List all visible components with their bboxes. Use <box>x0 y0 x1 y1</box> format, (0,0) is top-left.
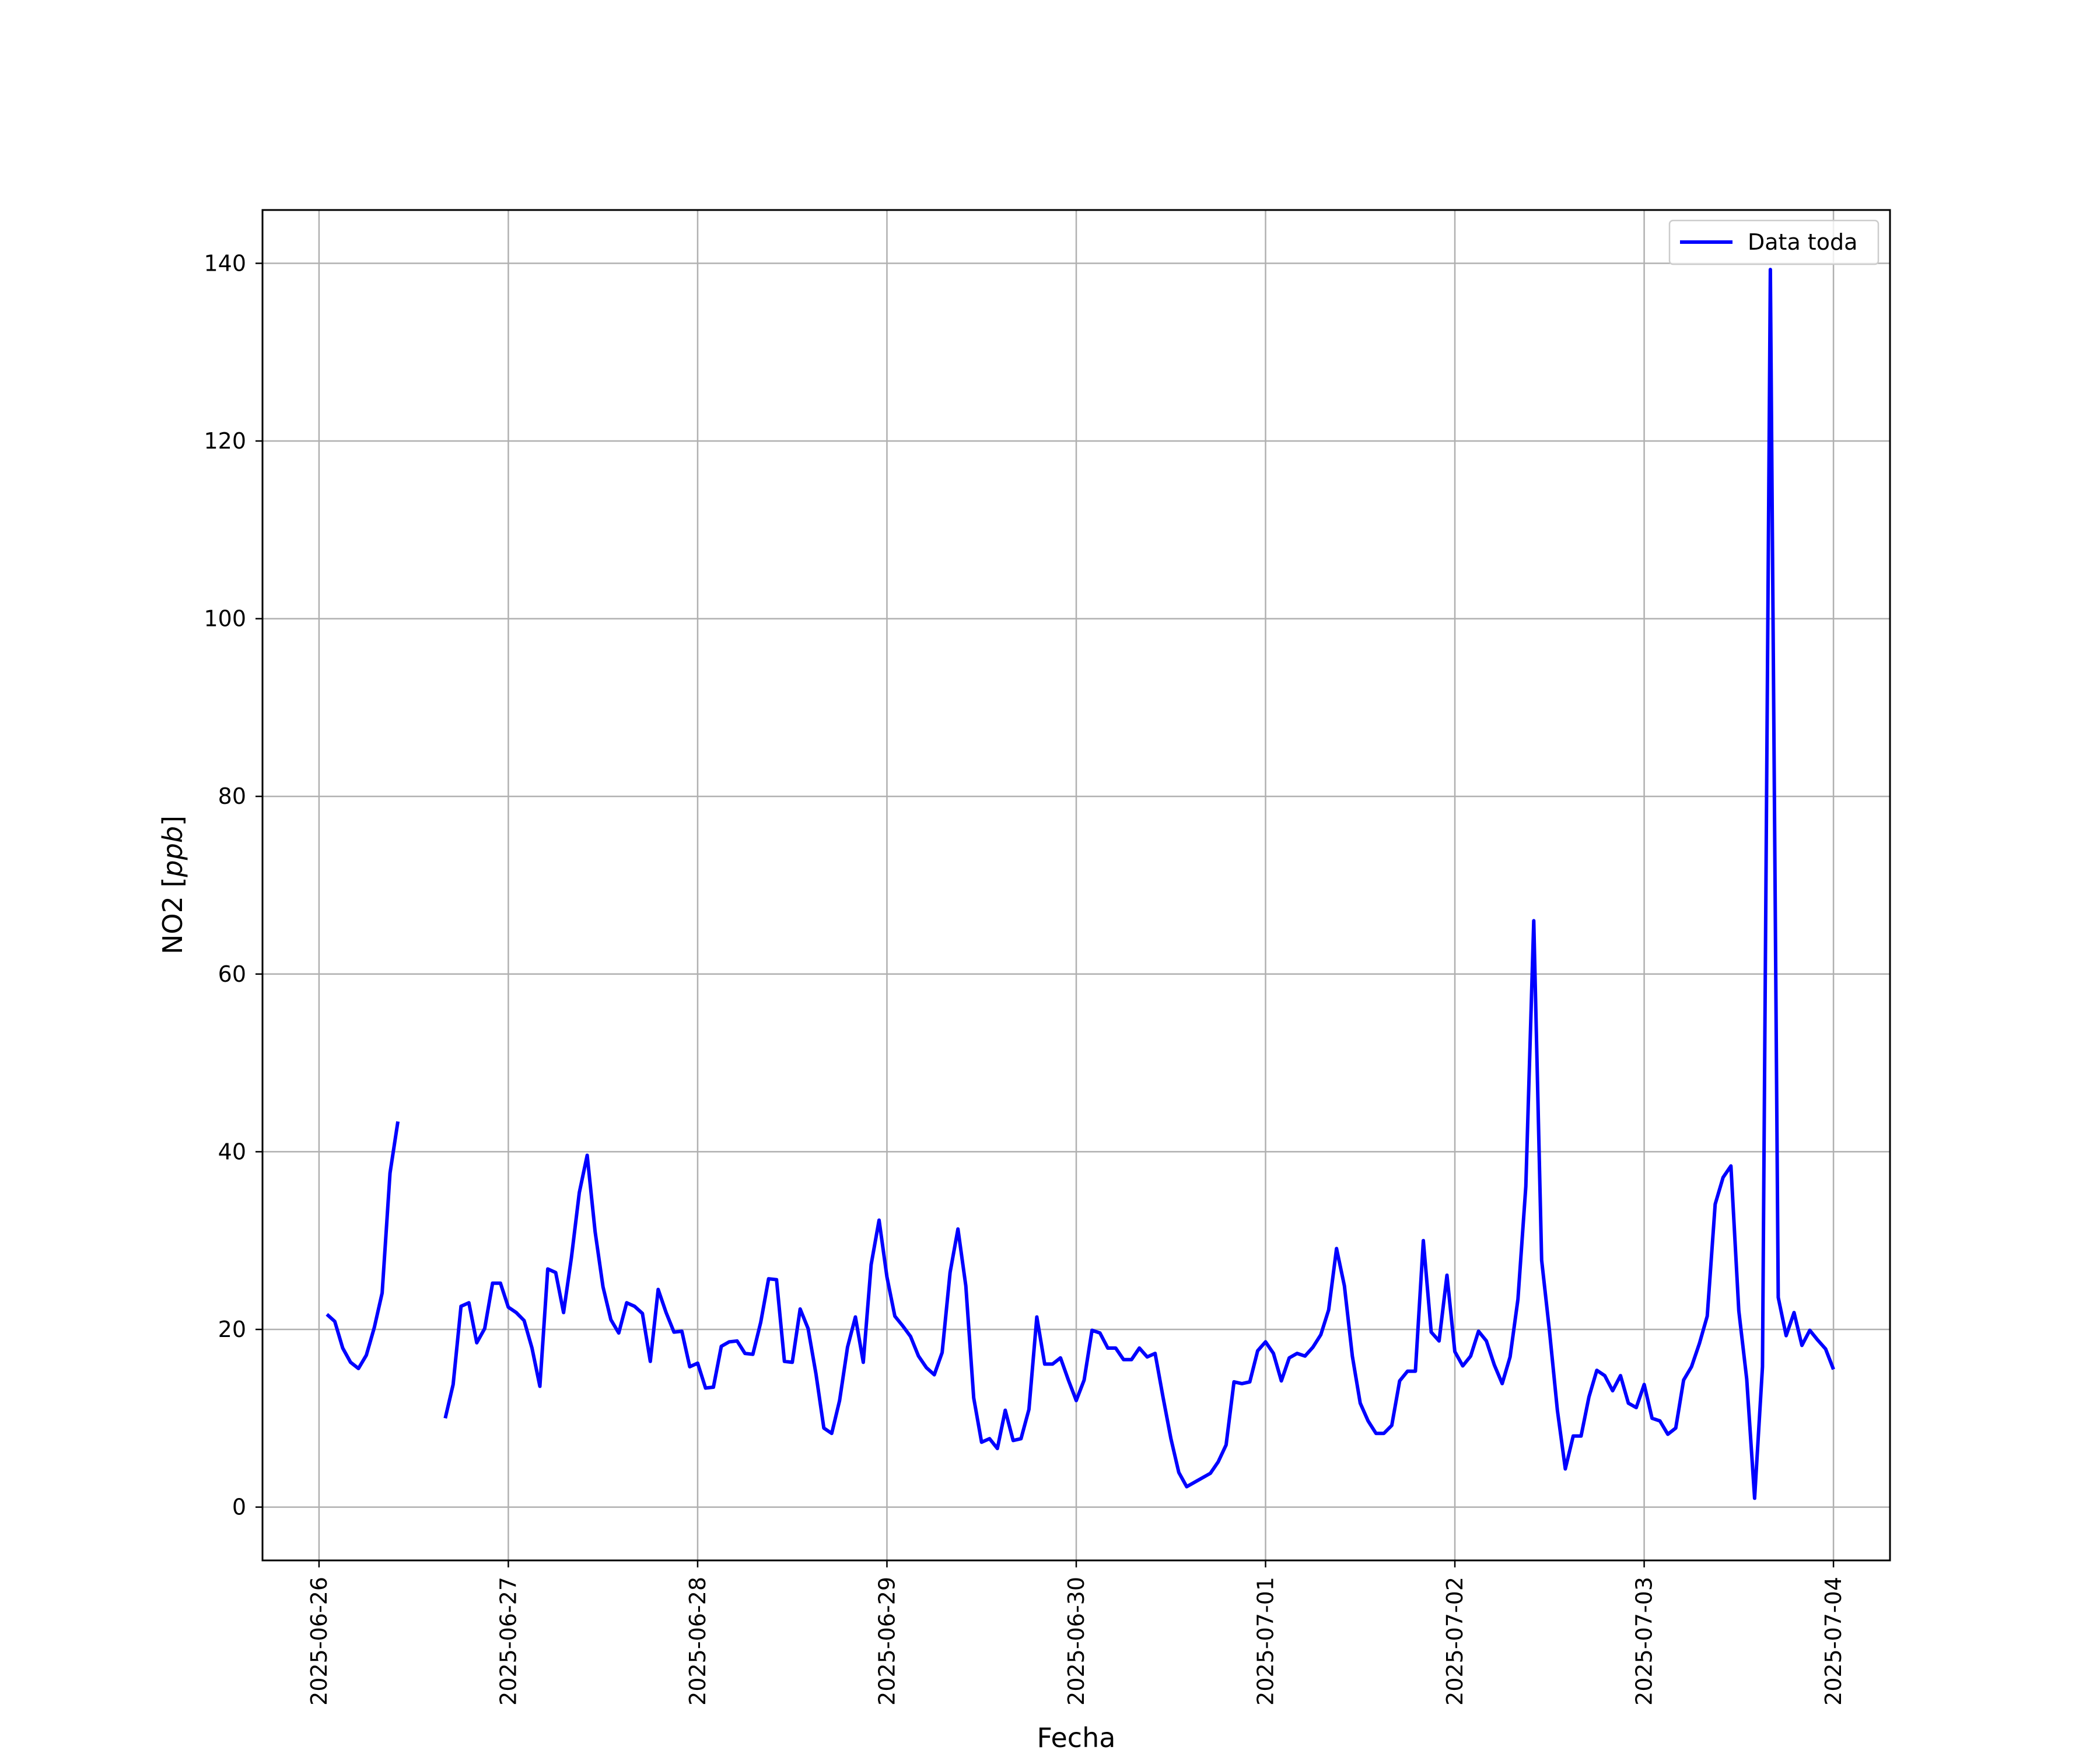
y-tick-label: 120 <box>204 428 246 454</box>
x-tick-label: 2025-07-01 <box>1253 1577 1279 1706</box>
y-tick-label: 80 <box>218 783 246 809</box>
x-tick-label: 2025-06-30 <box>1063 1577 1089 1706</box>
series-layer <box>326 268 1835 1500</box>
legend-label-data-toda: Data toda <box>1748 229 1857 255</box>
y-tick-label: 100 <box>204 606 246 632</box>
y-tick-label: 20 <box>218 1317 246 1342</box>
legend: Data toda <box>1668 219 1880 265</box>
x-tick-label: 2025-06-27 <box>495 1577 521 1706</box>
y-axis-label-suffix: ] <box>157 816 188 826</box>
y-tick-label: 0 <box>232 1494 246 1520</box>
x-tick-label: 2025-07-03 <box>1632 1577 1657 1706</box>
x-tick-label: 2025-06-29 <box>874 1577 900 1706</box>
series-line-segment-2 <box>443 268 1835 1500</box>
legend-frame <box>1668 219 1880 265</box>
x-tick-label: 2025-07-02 <box>1442 1577 1468 1706</box>
y-tick-label: 60 <box>218 961 246 987</box>
y-axis-label: NO2 [ppb] <box>157 816 188 954</box>
y-tick-label: 40 <box>218 1139 246 1164</box>
series-line-segment-1 <box>326 1121 400 1370</box>
y-axis-label-unit: ppb <box>157 826 188 878</box>
y-tick-label: 140 <box>204 250 246 276</box>
x-tick-label: 2025-07-04 <box>1821 1577 1846 1706</box>
x-axis-label: Fecha <box>1037 1722 1116 1750</box>
grid <box>262 210 1890 1560</box>
y-axis-label-prefix: NO2 [ <box>157 877 188 954</box>
x-tick-label: 2025-06-26 <box>306 1577 332 1706</box>
axis-ticks: 0 20 40 60 80 100 120 140 2025-06-26 2025-06-27 20… <box>204 250 1846 1705</box>
x-tick-label: 2025-06-28 <box>685 1577 710 1706</box>
